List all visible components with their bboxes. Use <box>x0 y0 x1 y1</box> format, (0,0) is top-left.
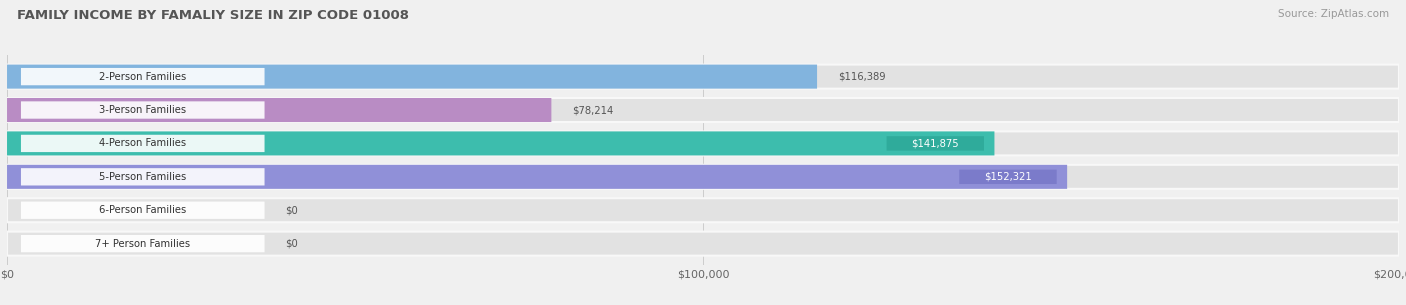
Text: $78,214: $78,214 <box>572 105 613 115</box>
FancyBboxPatch shape <box>7 98 1399 122</box>
Text: 5-Person Families: 5-Person Families <box>98 172 187 182</box>
FancyBboxPatch shape <box>7 231 1399 256</box>
FancyBboxPatch shape <box>7 198 1399 222</box>
FancyBboxPatch shape <box>887 136 984 151</box>
FancyBboxPatch shape <box>7 131 1399 156</box>
Text: Source: ZipAtlas.com: Source: ZipAtlas.com <box>1278 9 1389 19</box>
Text: $116,389: $116,389 <box>838 72 886 82</box>
FancyBboxPatch shape <box>7 65 817 89</box>
Text: 3-Person Families: 3-Person Families <box>100 105 187 115</box>
FancyBboxPatch shape <box>21 235 264 252</box>
FancyBboxPatch shape <box>7 165 1067 189</box>
FancyBboxPatch shape <box>21 202 264 219</box>
FancyBboxPatch shape <box>7 98 551 122</box>
Text: 4-Person Families: 4-Person Families <box>100 138 187 149</box>
FancyBboxPatch shape <box>7 65 1399 89</box>
FancyBboxPatch shape <box>21 135 264 152</box>
FancyBboxPatch shape <box>7 131 994 156</box>
FancyBboxPatch shape <box>959 170 1057 184</box>
Text: FAMILY INCOME BY FAMALIY SIZE IN ZIP CODE 01008: FAMILY INCOME BY FAMALIY SIZE IN ZIP COD… <box>17 9 409 22</box>
Text: $0: $0 <box>285 239 298 249</box>
FancyBboxPatch shape <box>21 101 264 119</box>
Text: $152,321: $152,321 <box>984 172 1032 182</box>
Text: 6-Person Families: 6-Person Families <box>98 205 187 215</box>
FancyBboxPatch shape <box>7 165 1399 189</box>
Text: $141,875: $141,875 <box>911 138 959 149</box>
Text: 7+ Person Families: 7+ Person Families <box>96 239 190 249</box>
FancyBboxPatch shape <box>21 68 264 85</box>
Text: $0: $0 <box>285 205 298 215</box>
FancyBboxPatch shape <box>21 168 264 185</box>
Text: 2-Person Families: 2-Person Families <box>98 72 187 82</box>
